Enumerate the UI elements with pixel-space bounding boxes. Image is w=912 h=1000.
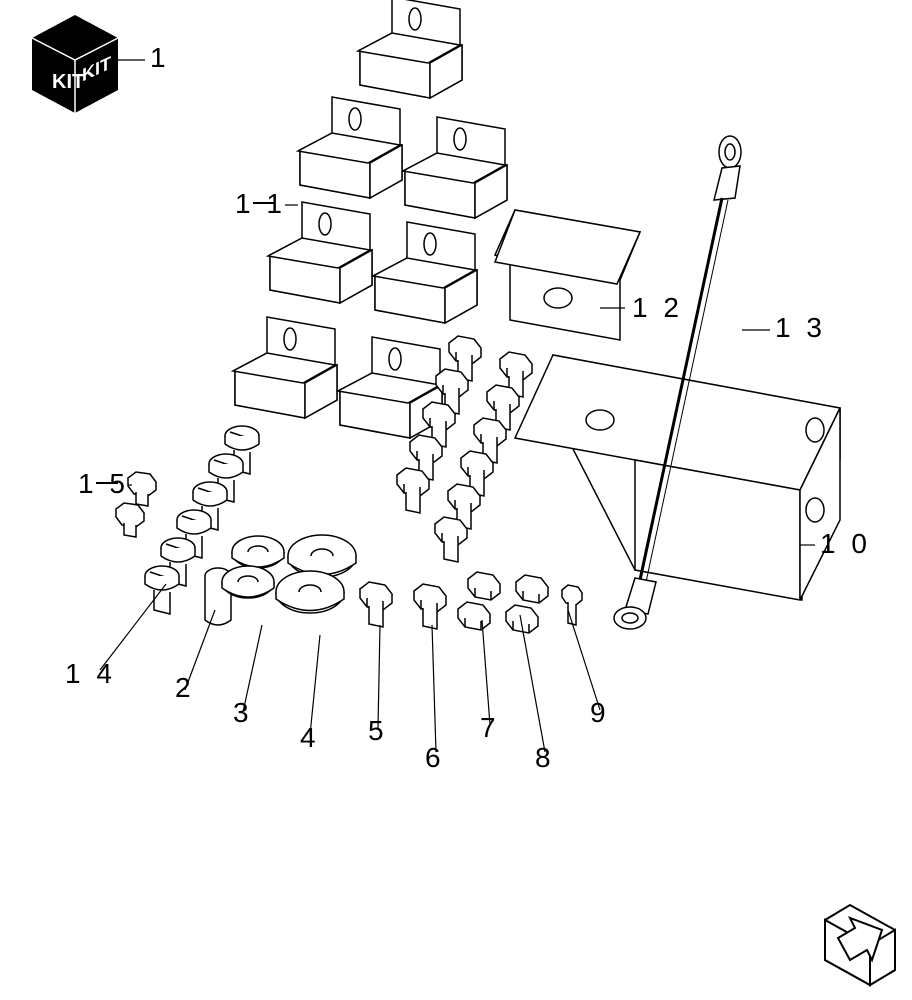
label-9: 9 [590, 697, 610, 729]
svg-text:KIT: KIT [52, 71, 84, 93]
label-7: 7 [480, 712, 500, 744]
label-6: 6 [425, 742, 445, 774]
label-3: 3 [233, 697, 253, 729]
hex-nuts [458, 572, 548, 633]
washers-small [222, 536, 284, 598]
small-bolt-item9 [562, 585, 582, 625]
arrow-icon [825, 905, 895, 985]
label-10: 1 0 [820, 528, 871, 560]
bracket-large [515, 355, 840, 600]
label-14: 1 4 [65, 658, 116, 690]
label-12: 1 2 [632, 292, 683, 324]
label-5: 5 [368, 715, 388, 747]
label-11: 1 1 [235, 188, 286, 220]
kit-box-icon: KIT KIT [32, 15, 118, 113]
label-1: 1 [150, 42, 170, 74]
label-4: 4 [300, 722, 320, 754]
label-2: 2 [175, 672, 195, 704]
diagram-canvas: KIT KIT [0, 0, 912, 1000]
label-13: 1 3 [775, 312, 826, 344]
washers-large [276, 535, 356, 613]
bracket-small [495, 210, 640, 340]
label-15: 1 5 [78, 468, 129, 500]
label-8: 8 [535, 742, 555, 774]
